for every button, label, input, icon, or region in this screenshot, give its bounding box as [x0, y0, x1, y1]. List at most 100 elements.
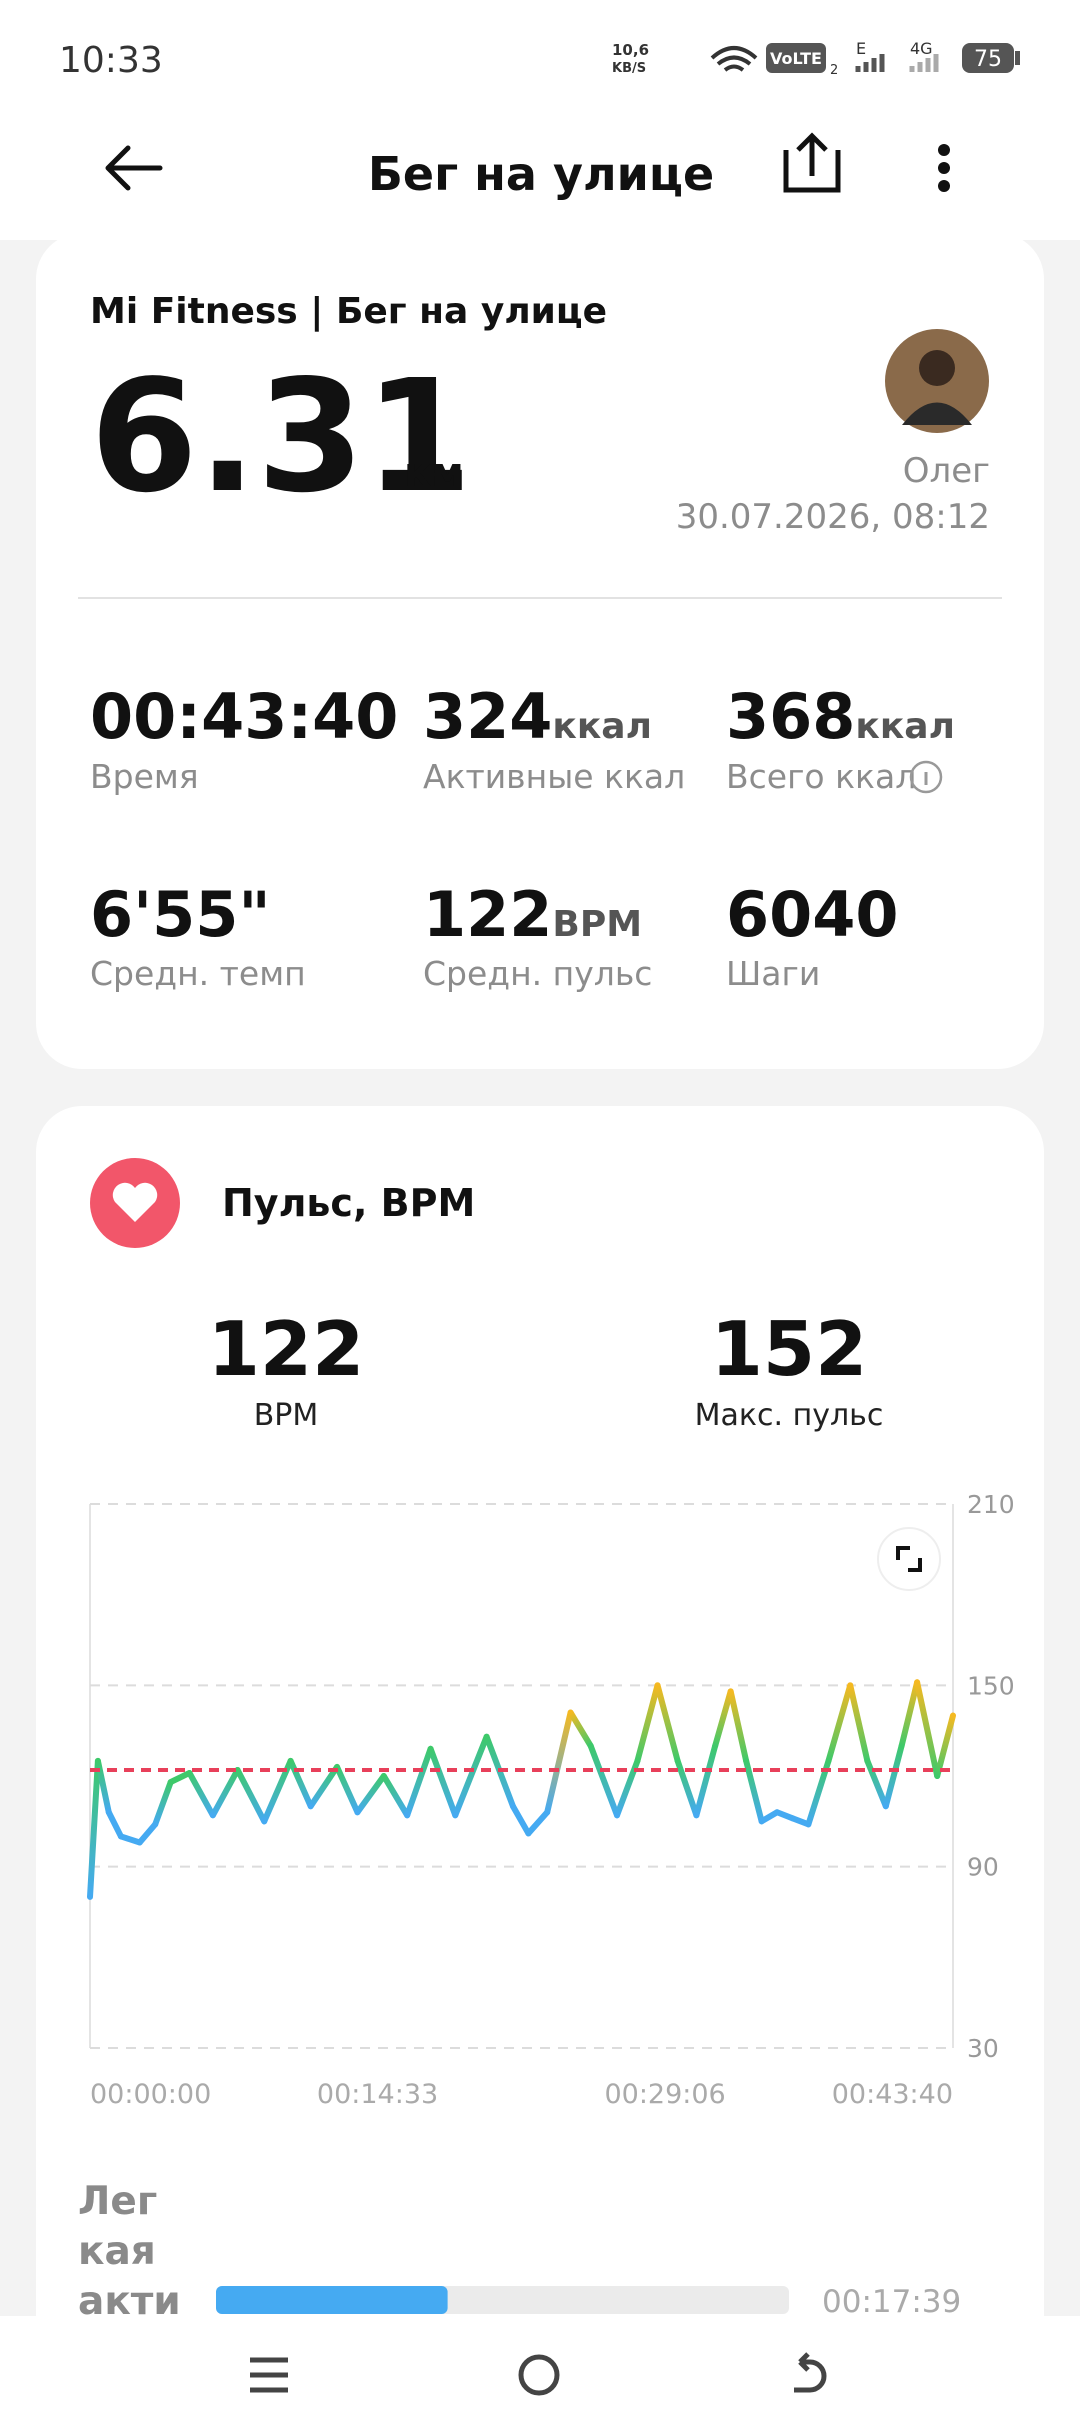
hr-line-segment: [186, 1769, 216, 1819]
battery-level: 75: [974, 47, 1002, 72]
hr-line-segment: [712, 1688, 734, 1749]
hr-line-segment: [234, 1766, 268, 1825]
avatar-body: [902, 402, 972, 425]
sim: 2: [830, 63, 838, 78]
hr-line-segment: [307, 1763, 341, 1810]
hr-line-segment: [287, 1757, 314, 1810]
hr-line-segment: [864, 1757, 889, 1810]
x-tick-label: 00:29:06: [604, 2079, 725, 2110]
signal-2: [909, 54, 939, 72]
max-bpm: 152: [711, 1305, 868, 1393]
source: Mi Fitness | Бег на улице: [90, 291, 607, 332]
stat-unit: ккал: [855, 706, 955, 747]
stat-value: 122BPM: [423, 878, 642, 951]
stat-number: 324: [423, 680, 552, 753]
hr-line-segment: [525, 1809, 551, 1837]
stat-unit: BPM: [552, 904, 642, 945]
hr-line-segment: [509, 1803, 532, 1837]
stat-value: 6'55": [90, 878, 271, 951]
hr-line-segment: [825, 1682, 854, 1764]
hr-line-segment: [567, 1709, 594, 1749]
hr-line-segment: [404, 1745, 434, 1819]
e-label: E: [856, 39, 866, 58]
volte-badge: [766, 43, 826, 73]
avg-bpm-label: BPM: [254, 1398, 319, 1433]
share-button[interactable]: [783, 132, 841, 193]
page-title: Бег на улице: [368, 147, 714, 201]
hr-line-segment: [354, 1773, 387, 1816]
stat-label: Время: [90, 757, 199, 796]
max-bpm-label: Макс. пульс: [695, 1398, 884, 1433]
header-bg: [0, 0, 1080, 240]
heart-icon: [112, 1182, 158, 1222]
stat-number: 122: [423, 878, 552, 951]
hr-line-segment: [674, 1757, 700, 1819]
stat-label: Средн. темп: [90, 954, 306, 993]
hr-line-segment: [117, 1833, 143, 1846]
hr-line-segment: [452, 1733, 490, 1819]
hr-line-segment: [693, 1742, 719, 1819]
back-button[interactable]: [105, 145, 163, 191]
hr-line-segment: [427, 1745, 459, 1819]
expand-button[interactable]: [877, 1527, 941, 1591]
hr-line-segment: [105, 1809, 124, 1840]
battery-cap: [1015, 51, 1020, 65]
hr-line-segment: [544, 1709, 574, 1816]
hr-line-segment: [209, 1766, 241, 1819]
hr-line-segment: [882, 1742, 905, 1810]
heart-title: Пульс, BPM: [222, 1181, 475, 1225]
y-tick-label: 90: [967, 1853, 999, 1882]
hr-line-segment: [727, 1688, 750, 1764]
hr-line-segment: [654, 1682, 681, 1764]
info-icon[interactable]: [909, 760, 943, 794]
zone-time: 00:17:39: [822, 2284, 961, 2320]
stat-label: Средн. пульс: [423, 954, 652, 993]
x-tick-label: 00:43:40: [832, 2079, 953, 2110]
hr-line-segment: [152, 1779, 174, 1828]
user-name: Олег: [903, 451, 990, 491]
battery: [962, 43, 1014, 73]
distance: 6.31: [90, 346, 472, 527]
hr-line-segment: [898, 1679, 921, 1749]
stat-label: Всего ккал: [726, 757, 916, 796]
zone-label: Лег: [78, 2179, 157, 2224]
hr-line-segment: [136, 1821, 159, 1846]
net-speed: 10,6: [612, 41, 649, 59]
signal-1: [855, 54, 885, 72]
hr-line-segment: [847, 1682, 871, 1764]
stat-unit: ккал: [552, 706, 652, 747]
stat-value: 324ккал: [423, 680, 652, 753]
stat-value: 368ккал: [726, 680, 955, 753]
stat-value: 00:43:40: [90, 680, 398, 753]
y-tick-label: 30: [967, 2034, 999, 2063]
stat-number: 00:43:40: [90, 680, 398, 753]
hr-line-segment: [587, 1742, 621, 1819]
stat-value: 6040: [726, 878, 899, 951]
avatar-head: [919, 350, 955, 386]
stat-number: 6040: [726, 878, 899, 951]
hr-line-segment: [634, 1682, 661, 1764]
menu-button[interactable]: [938, 144, 950, 192]
hr-line-segment: [914, 1679, 941, 1779]
nav-back[interactable]: [794, 2352, 827, 2393]
nav-menu[interactable]: [250, 2357, 288, 2393]
stat-number: 368: [726, 680, 855, 753]
stat-label: Шаги: [726, 954, 820, 993]
expand-icon: [896, 1546, 922, 1572]
g4-label: 4G: [910, 39, 933, 58]
x-tick-label: 00:00:00: [90, 2079, 211, 2110]
zone-bar: [216, 2286, 448, 2314]
hr-line-segment: [934, 1712, 956, 1779]
wifi-icon: [710, 46, 758, 72]
hr-line-segment: [167, 1769, 193, 1786]
clock: 10:33: [59, 40, 163, 81]
volte: VoLTE: [770, 49, 822, 68]
y-tick-label: 150: [967, 1671, 1015, 1700]
net-unit: KB/S: [612, 61, 646, 76]
hr-line-segment: [87, 1757, 101, 1900]
datetime: 30.07.2026, 08:12: [676, 497, 990, 537]
nav-home[interactable]: [518, 2354, 560, 2396]
stat-number: 6'55": [90, 878, 271, 951]
